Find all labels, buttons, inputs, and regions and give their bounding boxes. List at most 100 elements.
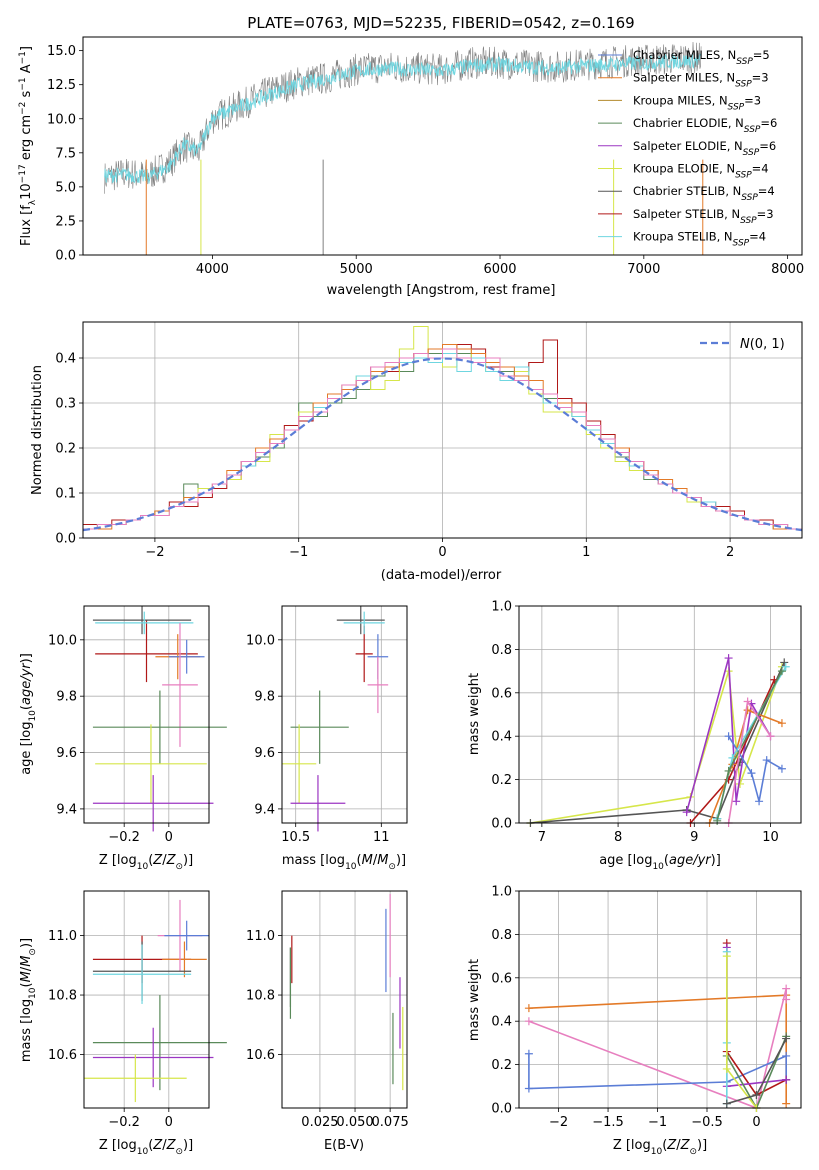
label-part: Z [166,1138,177,1153]
mass-z-xlabel: Z [log10(Z/Z⊙)] [99,1138,193,1157]
weight-marker [780,658,789,667]
age-mass-errorbars [282,606,389,832]
weight-marker [782,1075,791,1084]
weight-vs-age-panel: 7 8 9 10 0.0 0.2 0.4 0.6 0.8 1.0 [491,600,802,845]
label-part: SSP [741,193,758,203]
label-part: 10 [345,862,357,872]
weight-marker [724,654,733,663]
label-part: ⊙ [175,1147,183,1157]
y-tick-label: 9.6 [56,746,77,761]
axes-frame [518,890,802,1109]
mass-z-ylabel: mass [log10(M/M⊙)] [19,938,38,1062]
y-tick-label: 11.0 [48,929,77,944]
axes-frame [82,321,803,539]
weight-marker [782,995,791,1004]
spectrum-xlabel: wavelength [Angstrom, rest frame] [327,283,556,298]
x-tick-label: −1 [289,545,308,560]
label-part: mass [log [19,999,34,1062]
y-tick-label: 10.6 [246,1048,275,1063]
weight-marker [782,1099,791,1108]
label-part: )] [183,853,193,868]
weight-marker [743,706,752,715]
x-tick-label: 11 [373,830,390,845]
y-tick-label: 9.6 [254,746,275,761]
legend-entry: Kroupa MILES, NSSP=3 [633,93,761,112]
x-tick-label: 1 [582,545,590,560]
label-part: SSP [735,80,752,90]
label-part: 10 [28,710,38,722]
y-tick-label: 1.0 [491,885,512,900]
weight-z-xlabel: Z [log10(Z/Z⊙)] [613,1138,707,1157]
label-part: Z [666,1138,677,1153]
mass-ebv-xlabel: E(B-V) [324,1138,364,1153]
label-part: −2 [18,102,28,115]
y-tick-label: 0.1 [55,487,76,502]
y-tick-label: 2.5 [55,214,76,229]
x-tick-label: 6000 [483,262,516,277]
weight-marker [755,797,764,806]
y-tick-label: 10.0 [47,112,76,127]
label-part: Z [152,853,163,868]
label-part: ⊙ [388,862,396,872]
label-part: =5 [753,48,770,62]
spectrum-title: PLATE=0763, MJD=52235, FIBERID=0542, z=0… [247,14,634,32]
weight-marker [722,1064,731,1073]
label-part: Kroupa MILES, N [633,93,728,107]
axes-frame [281,890,408,1109]
weight-marker [777,719,786,728]
x-tick-label: 0 [165,1115,173,1130]
age-vs-z-panel: −0.2 0 9.4 9.6 9.8 10.0 [48,605,227,845]
axes-frame [83,605,210,824]
label-part: Z [log [613,1138,651,1153]
weight-line [716,666,787,819]
label-part: Chabrier ELODIE, N [633,116,744,130]
x-tick-label: −2 [145,545,164,560]
x-tick-label: 7 [538,830,546,845]
label-part: =4 [749,230,766,244]
weight-marker [722,1099,731,1108]
weight-marker [766,732,775,741]
legend-entry: Chabrier ELODIE, NSSP=6 [633,116,777,135]
label-part: ( [357,853,362,868]
label-part: )] [183,1138,193,1153]
histogram-legend-entry: N(0, 1) [740,337,785,352]
x-tick-label: 0.050 [336,1115,373,1130]
x-tick-label: −0.5 [691,1115,723,1130]
y-tick-label: 0.2 [491,773,512,788]
label-part: SSP [735,171,752,181]
weight-marker [762,756,771,765]
y-tick-label: 0.2 [55,442,76,457]
y-tick-label: 11.0 [246,929,275,944]
y-tick-label: 0.0 [55,249,76,264]
label-part: ( [19,982,34,987]
label-part: 10 [137,1147,149,1157]
age-mass-xlabel: mass [log10(M/M⊙)] [282,853,406,872]
label-part: =4 [752,162,769,176]
label-part: Z [log [99,853,137,868]
weight-marker [724,766,733,775]
label-part: A [19,64,34,77]
y-tick-label: 10.8 [48,989,77,1004]
label-part: SSP [728,102,745,112]
label-part: Salpeter MILES, N [633,71,735,85]
x-tick-label: 0 [438,545,446,560]
legend-entry: Chabrier STELIB, NSSP=4 [633,184,775,203]
y-tick-label: 0.8 [491,643,512,658]
label-part: 10 [137,862,149,872]
label-part: )] [396,853,406,868]
label-part: ⊙ [175,862,183,872]
x-tick-label: 0.025 [301,1115,338,1130]
y-tick-label: 10.0 [246,633,275,648]
x-tick-label: −0.2 [108,1115,140,1130]
y-tick-label: 10.8 [246,989,275,1004]
spectrum-panel: 4000 5000 6000 7000 8000 0.0 2.5 5.0 7.5 10.0 12.5… [47,36,804,277]
axes-frame [281,605,408,824]
label-part: ⊙ [28,948,38,956]
label-part: erg cm [19,115,34,164]
label-part: 10 [651,1147,663,1157]
weight-age-lines [526,654,790,827]
y-tick-label: 1.0 [491,600,512,615]
histogram-xlabel: (data-model)/error [381,568,502,583]
